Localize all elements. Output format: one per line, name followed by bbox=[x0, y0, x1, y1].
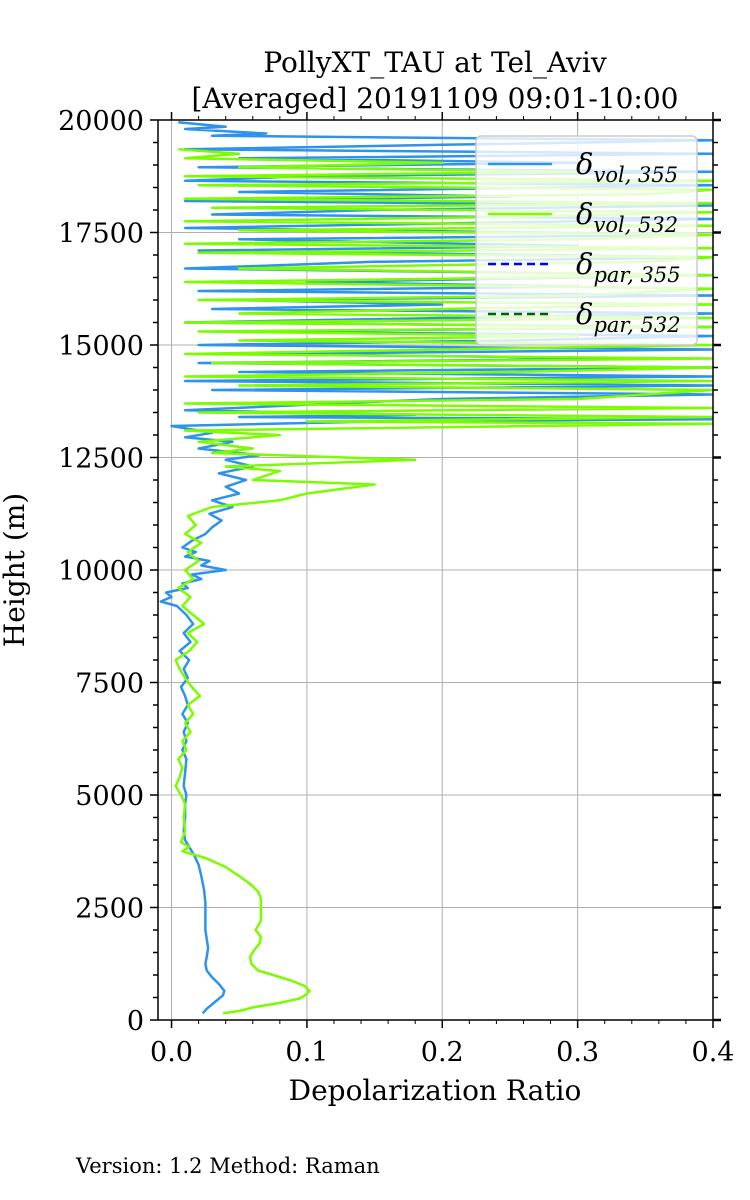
y-tick-label: 15000 bbox=[58, 331, 144, 362]
legend-label: δpar, 532 bbox=[576, 297, 681, 337]
x-tick-label: 0.3 bbox=[556, 1037, 599, 1068]
chart-title-line1: PollyXT_TAU at Tel_Aviv bbox=[263, 46, 607, 79]
x-axis-label: Depolarization Ratio bbox=[289, 1074, 582, 1107]
y-tick-label: 17500 bbox=[58, 219, 144, 250]
legend-label: δvol, 532 bbox=[576, 197, 678, 237]
y-axis-label: Height (m) bbox=[0, 493, 31, 647]
x-tick-label: 0.0 bbox=[150, 1037, 193, 1068]
x-tick-label: 0.2 bbox=[421, 1037, 464, 1068]
y-tick-label: 2500 bbox=[75, 894, 144, 925]
legend: δvol, 355 δvol, 532 δpar, 355 δpar, 532 bbox=[475, 135, 698, 346]
ticks: 0.0 0.1 0.2 0.3 0.4 0 2500 5000 7500 10000 12500 15… bbox=[58, 106, 734, 1068]
y-tick-label: 20000 bbox=[58, 106, 144, 137]
legend-label: δvol, 355 bbox=[576, 147, 678, 187]
y-tick-label: 7500 bbox=[75, 669, 144, 700]
legend-label: δpar, 355 bbox=[576, 247, 681, 287]
y-tick-label: 5000 bbox=[75, 781, 144, 812]
x-tick-label: 0.1 bbox=[285, 1037, 328, 1068]
chart-title-line2: [Averaged] 20191109 09:01-10:00 bbox=[191, 82, 679, 115]
y-tick-label: 0 bbox=[127, 1006, 144, 1037]
legend-box bbox=[475, 135, 698, 346]
y-tick-label: 10000 bbox=[58, 556, 144, 587]
version-method-footer: Version: 1.2 Method: Raman bbox=[76, 1154, 380, 1178]
x-tick-label: 0.4 bbox=[692, 1037, 735, 1068]
y-tick-label: 12500 bbox=[58, 444, 144, 475]
